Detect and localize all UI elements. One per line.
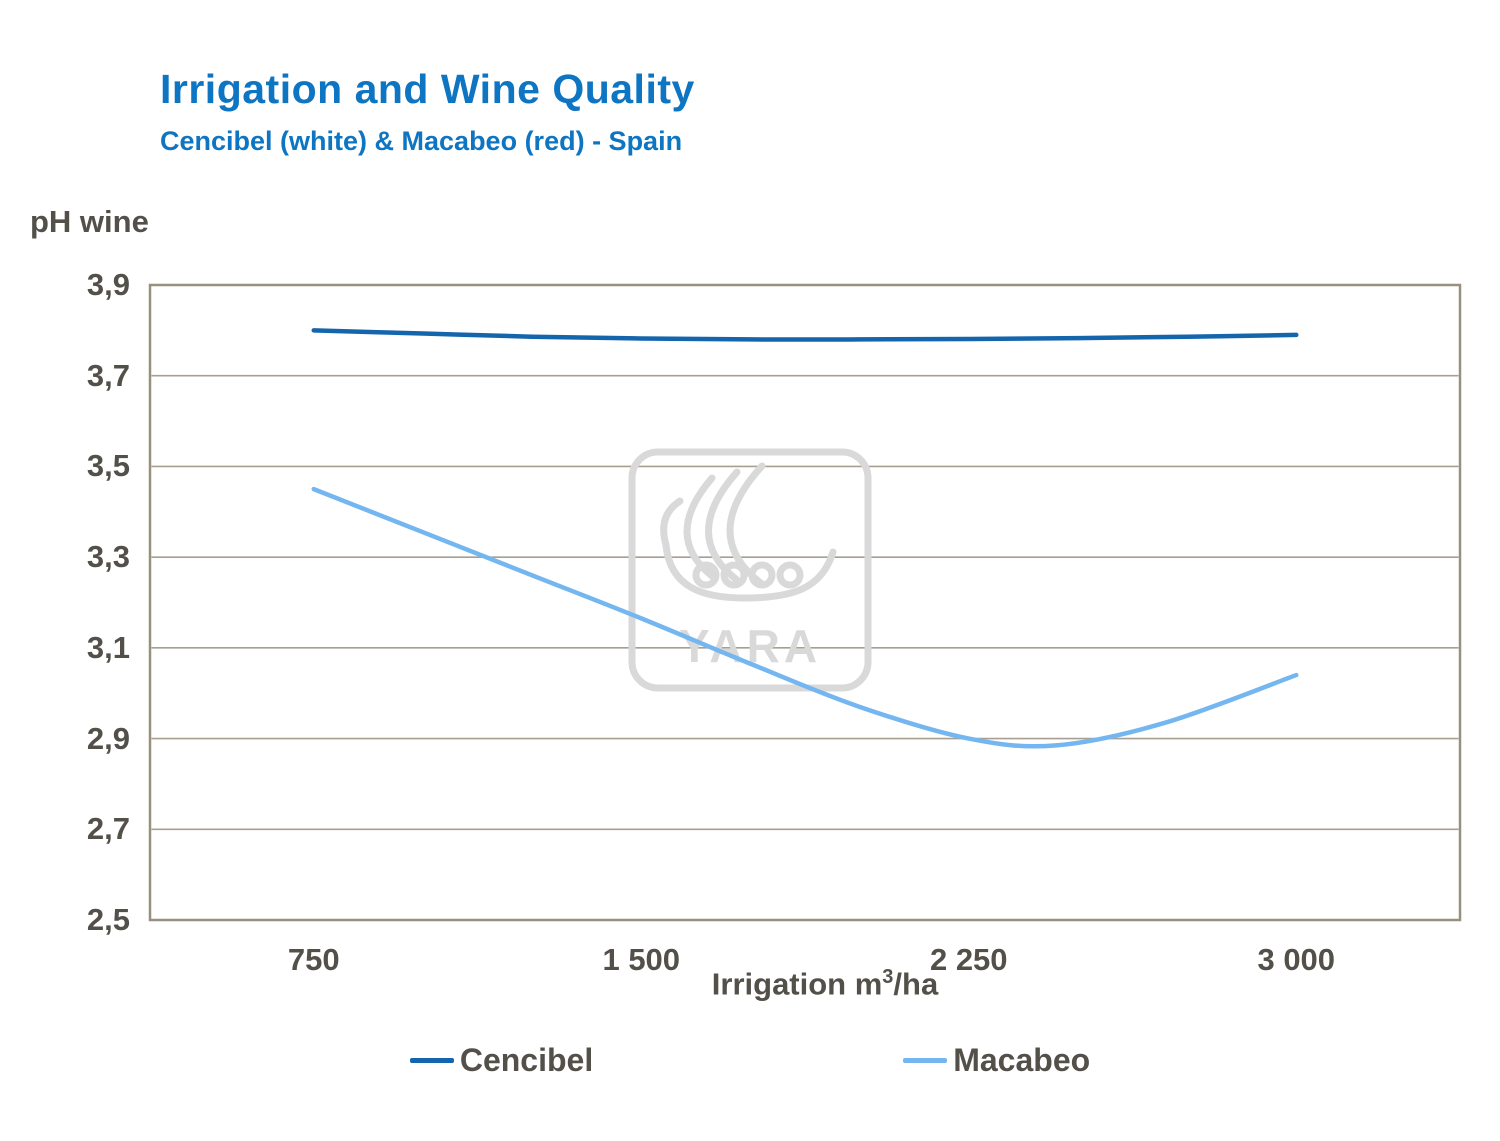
- y-tick-label: 3,7: [86, 357, 130, 393]
- x-tick-label: 2 250: [929, 942, 1008, 977]
- chart-legend: Cencibel Macabeo: [0, 1042, 1500, 1079]
- y-axis-label: pH wine: [30, 204, 149, 239]
- yara-logo-frame: [628, 448, 872, 692]
- y-tick-label: 2,5: [86, 902, 130, 937]
- y-tick-label: 3,5: [86, 448, 130, 484]
- x-axis-label: Irrigation m3/ha: [712, 966, 938, 1002]
- yara-logo-ship: [660, 462, 837, 602]
- y-tick-label: 2,7: [86, 811, 130, 847]
- x-tick-label: 1 500: [602, 942, 681, 977]
- chart-title: Irrigation and Wine Quality: [160, 66, 695, 112]
- y-tick-label: 2,9: [86, 720, 130, 756]
- gridlines: [151, 374, 1459, 831]
- x-axis-label-sup: 3: [882, 966, 894, 988]
- x-tick-label: 3 000: [1257, 942, 1336, 977]
- y-tick-label: 3,3: [86, 539, 130, 575]
- legend-line-macabeo: [903, 1058, 948, 1063]
- series-line-macabeo: [311, 486, 1299, 749]
- series-line-cencibel: [311, 328, 1299, 342]
- legend-label-cencibel: Cencibel: [459, 1042, 594, 1078]
- yara-watermark: YARA: [628, 448, 872, 692]
- legend-label-macabeo: Macabeo: [953, 1042, 1091, 1078]
- chart-subtitle: Cencibel (white) & Macabeo (red) - Spain: [160, 126, 683, 156]
- plot-frame: [148, 283, 1462, 922]
- legend-line-cencibel: [409, 1058, 454, 1063]
- legend-item-cencibel: Cencibel: [409, 1042, 594, 1079]
- x-axis-label-prefix: Irrigation m: [711, 966, 883, 1002]
- legend-item-macabeo: Macabeo: [903, 1042, 1090, 1079]
- y-tick-label: 3,1: [86, 629, 130, 665]
- y-tick-label: 3,9: [86, 267, 130, 302]
- x-axis-label-suffix: /ha: [893, 966, 939, 1002]
- series-lines: [311, 328, 1299, 749]
- x-tick-label: 750: [287, 942, 340, 977]
